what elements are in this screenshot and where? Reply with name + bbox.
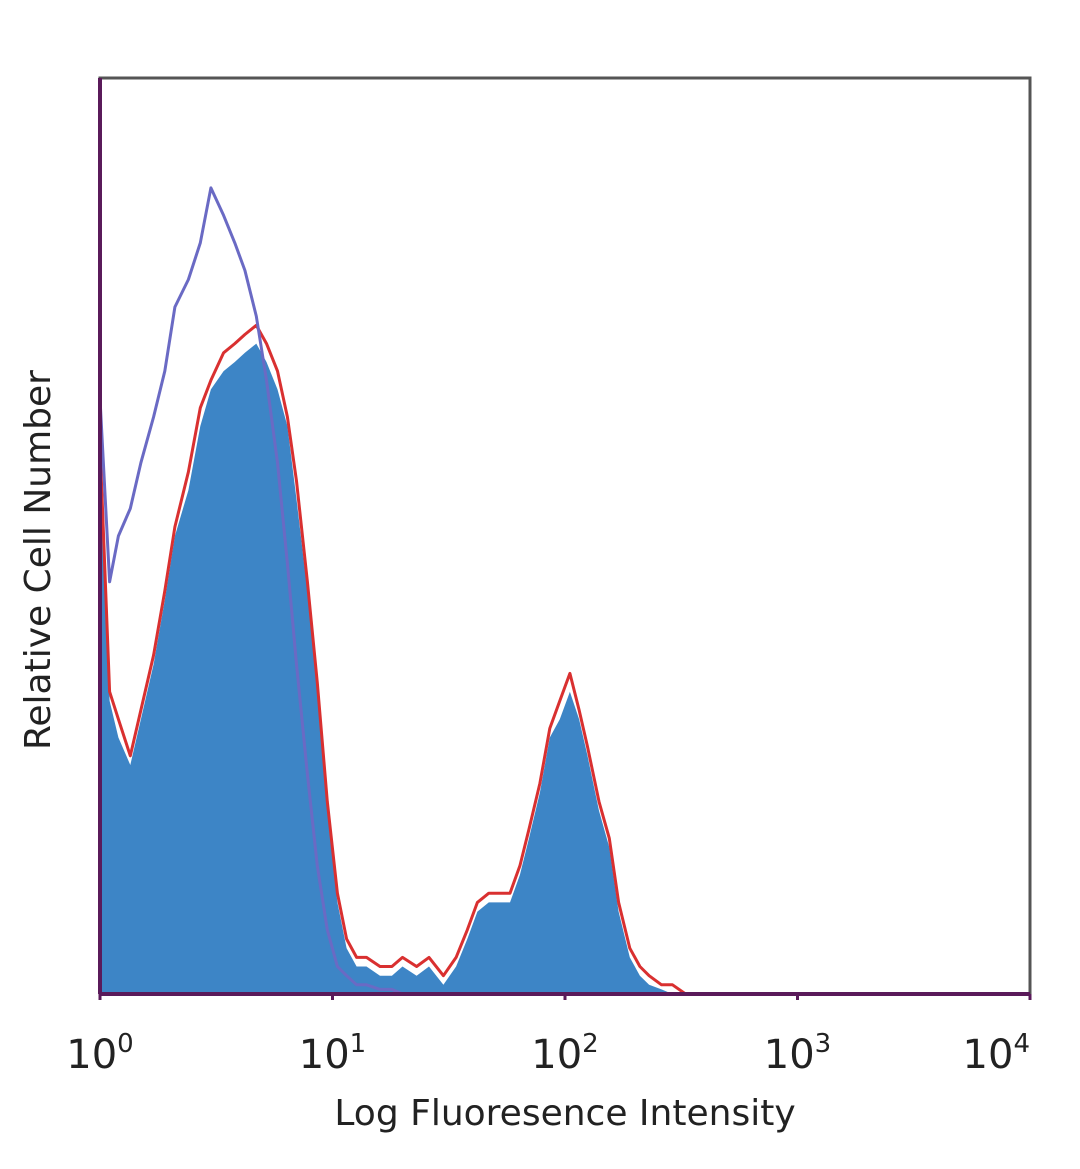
x-tick-labels: 100 101 102 103 104	[66, 994, 1032, 1078]
x-axis-title: Log Fluoresence Intensity	[334, 1093, 795, 1134]
series-2-outline-histogram	[98, 186, 1030, 996]
x-tick-label: 104	[963, 1029, 1030, 1078]
y-axis-title: Relative Cell Number	[18, 370, 59, 750]
x-tick-label: 100	[66, 1029, 133, 1078]
series-1-outline-histogram	[98, 323, 1030, 996]
series-0-filled-histogram	[100, 343, 1030, 995]
x-tick-label: 103	[764, 1029, 831, 1078]
series-layer	[98, 186, 1030, 996]
x-tick-label: 101	[299, 1029, 366, 1078]
x-tick-label: 102	[531, 1029, 598, 1078]
